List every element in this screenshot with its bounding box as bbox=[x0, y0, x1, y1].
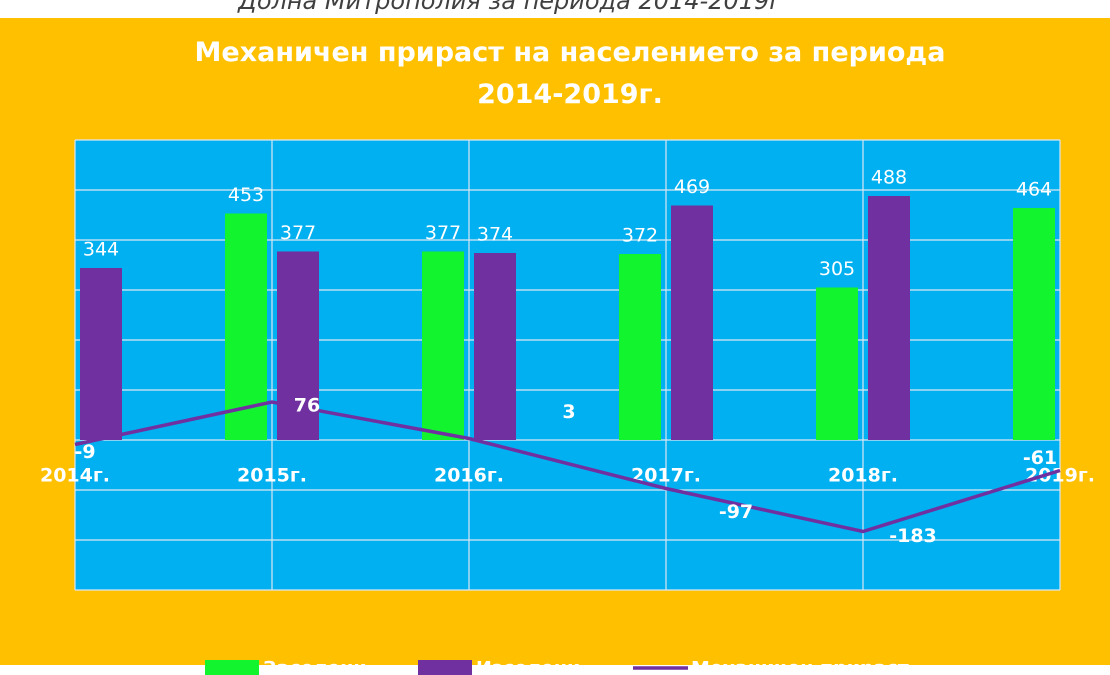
legend-swatch bbox=[205, 660, 259, 675]
bar bbox=[1013, 208, 1055, 440]
bar bbox=[422, 251, 464, 440]
line bbox=[74, 400, 1061, 534]
bar-label: 488 bbox=[871, 167, 907, 189]
bar bbox=[225, 213, 267, 440]
x-tick-label: 2015г. bbox=[237, 465, 307, 487]
bar bbox=[80, 268, 122, 440]
line-label: 3 bbox=[562, 401, 575, 423]
line-label: -61 bbox=[1023, 447, 1057, 469]
bar-label: 464 bbox=[1016, 179, 1052, 201]
bar bbox=[474, 253, 516, 440]
bar-label: 305 bbox=[819, 258, 855, 280]
line-label: 76 bbox=[294, 395, 320, 417]
x-tick-label: 2018г. bbox=[828, 465, 898, 487]
legend-swatch bbox=[418, 660, 472, 675]
legend-label: Механичен прираст bbox=[691, 658, 909, 675]
bar-label: 453 bbox=[228, 184, 264, 206]
bar bbox=[868, 196, 910, 440]
x-tick-label: 2016г. bbox=[434, 465, 504, 487]
bar-label: 344 bbox=[83, 239, 119, 261]
bar bbox=[619, 254, 661, 440]
x-tick-label: 2017г. bbox=[631, 465, 701, 487]
subtitle: Долна Митрополия за периода 2014-2019г bbox=[237, 0, 782, 15]
x-tick-label: 2014г. bbox=[40, 465, 110, 487]
line-label: -183 bbox=[889, 525, 937, 547]
chart-title: Механичен прираст на населението за пери… bbox=[194, 37, 946, 110]
line-label: -9 bbox=[74, 441, 95, 463]
bar-label: 374 bbox=[477, 224, 513, 246]
bar-label: 372 bbox=[622, 225, 658, 247]
bar bbox=[816, 287, 858, 440]
bar-label: 377 bbox=[280, 222, 316, 244]
plot-area bbox=[75, 140, 1060, 590]
bar-label: 377 bbox=[425, 222, 461, 244]
line-label: -97 bbox=[719, 501, 753, 523]
x-tick-label: 2019г. bbox=[1025, 465, 1095, 487]
bar bbox=[671, 205, 713, 440]
legend-label: Заселени bbox=[263, 658, 367, 675]
legend-label: Изселени bbox=[476, 658, 580, 675]
bar-label: 469 bbox=[674, 176, 710, 198]
